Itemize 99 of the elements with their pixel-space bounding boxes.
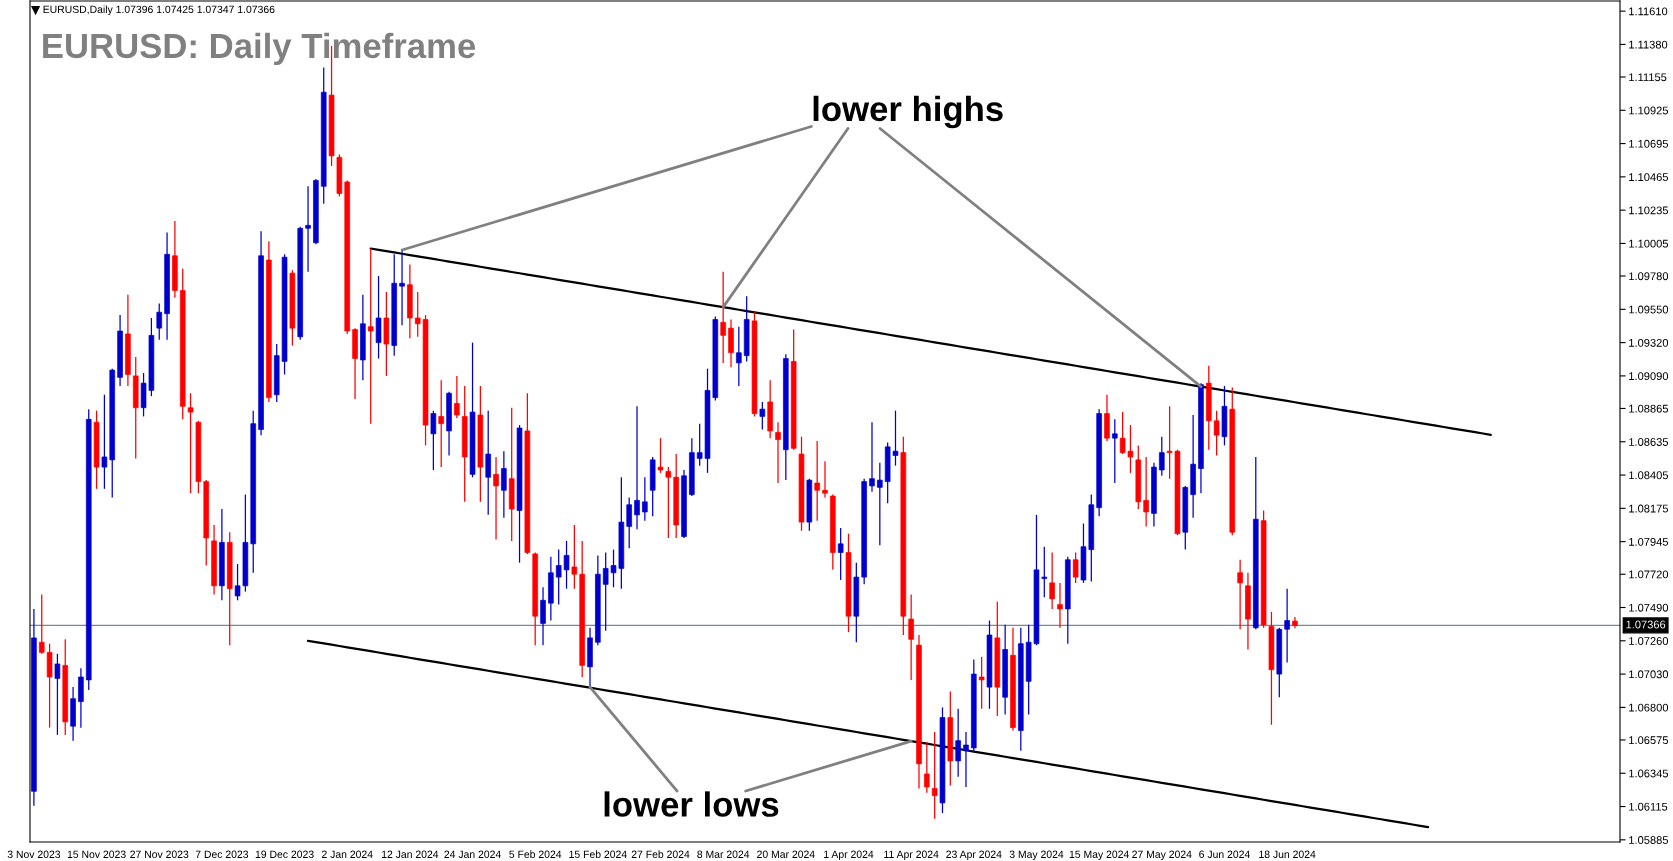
candlestick <box>1143 456 1149 528</box>
y-tick-label: 1.08865 <box>1629 404 1669 413</box>
line-series <box>369 247 1492 436</box>
x-tick-label: 1 Apr 2024 <box>824 850 874 861</box>
candlestick <box>775 421 781 484</box>
candlestick <box>540 586 546 646</box>
candlestick <box>955 708 961 778</box>
y-tick-label: 1.10005 <box>1629 239 1669 248</box>
y-tick-label: 1.08175 <box>1629 504 1669 513</box>
candlestick <box>430 410 437 471</box>
candlestick <box>931 731 938 820</box>
candlestick <box>759 401 766 431</box>
x-tick-label: 23 Apr 2024 <box>946 850 1002 861</box>
chart-subtitle: EURUSD,Daily 1.07396 1.07425 1.07347 1.07366 <box>43 5 275 16</box>
y-tick-label: 1.10235 <box>1629 206 1669 215</box>
y-tick-label: 1.07030 <box>1629 670 1669 679</box>
candlestick <box>1049 551 1055 610</box>
x-tick-label: 24 Jan 2024 <box>444 850 501 858</box>
candlestick <box>634 405 640 530</box>
x-tick-label: 27 Feb 2024 <box>631 850 690 858</box>
candlestick <box>877 462 883 546</box>
candlestick <box>1072 551 1079 584</box>
y-tick-label: 1.09320 <box>1629 338 1669 347</box>
y-tick-label: 1.10925 <box>1629 106 1669 115</box>
x-tick-label: 18 Jun 2024 <box>1259 850 1316 858</box>
candlestick <box>493 456 499 541</box>
candlestick <box>1112 418 1118 484</box>
line-series <box>306 639 1430 829</box>
candlestick <box>156 302 163 341</box>
candlestick <box>1284 588 1290 664</box>
x-tick-label: 3 Nov 2023 <box>7 850 61 858</box>
annotation: lower lows <box>604 791 779 817</box>
y-tick-label: 1.09090 <box>1629 372 1669 381</box>
x-tick-label: 7 Dec 2023 <box>195 850 249 858</box>
candlestick <box>822 460 828 499</box>
candlestick <box>305 185 311 273</box>
y-tick-label: 1.06800 <box>1629 703 1669 712</box>
x-tick-label: 3 May 2024 <box>1009 850 1064 861</box>
x-tick-label: 6 Jun 2024 <box>1199 850 1250 858</box>
y-tick-label: 1.07720 <box>1629 570 1669 579</box>
y-tick-label: 1.06115 <box>1629 802 1668 811</box>
y-tick-label: 1.09780 <box>1629 272 1669 281</box>
candlestick <box>978 656 985 710</box>
ref-line-label: 1.07366 <box>1626 620 1666 629</box>
y-tick-label: 1.07490 <box>1629 603 1669 612</box>
candlestick <box>367 247 374 425</box>
y-tick-label: 1.05885 <box>1629 836 1669 844</box>
y-tick-label: 1.11380 <box>1629 40 1668 49</box>
candlestick <box>454 375 460 419</box>
candlestick <box>963 731 969 788</box>
candlestick <box>1159 436 1165 477</box>
candlestick <box>501 450 507 519</box>
x-tick-label: 27 May 2024 <box>1132 850 1192 861</box>
candlestick <box>642 476 648 522</box>
y-tick-label: 1.06575 <box>1629 736 1669 745</box>
annotation: lower highs <box>813 95 1003 129</box>
x-tick-label: 5 Feb 2024 <box>509 850 562 858</box>
y-tick-label: 1.10695 <box>1629 139 1669 148</box>
y-tick-label: 1.11155 <box>1629 73 1667 82</box>
y-tick-label: 1.07945 <box>1629 537 1669 546</box>
x-tick-label: 15 Feb 2024 <box>569 850 627 858</box>
x-tick-label: 12 Jan 2024 <box>382 850 439 858</box>
candlestick <box>485 410 491 516</box>
y-tick-label: 1.06345 <box>1629 769 1669 778</box>
candlestick <box>38 593 45 655</box>
candlestick <box>924 741 930 794</box>
candlestick <box>720 271 726 364</box>
candlestick <box>438 379 444 468</box>
x-tick-label: 2 Jan 2024 <box>321 850 373 858</box>
y-tick-label: 1.08405 <box>1629 471 1669 480</box>
candlestick <box>869 421 875 493</box>
candlestick <box>1057 582 1063 629</box>
y-tick-label: 1.10465 <box>1629 173 1669 182</box>
text: EURUSD: Daily Timeframe <box>43 32 476 66</box>
x-tick-label: 15 Nov 2023 <box>67 850 126 858</box>
y-tick-label: 1.07260 <box>1629 637 1669 645</box>
candlestick <box>1237 559 1243 630</box>
candlestick <box>187 392 194 494</box>
candlestick <box>665 466 672 539</box>
y-tick-label: 1.08635 <box>1629 438 1669 446</box>
candlestick <box>571 524 578 590</box>
candlestick <box>736 326 742 387</box>
x-tick-label: 11 Apr 2024 <box>884 850 939 861</box>
x-tick-label: 15 May 2024 <box>1069 850 1129 861</box>
y-tick-label: 1.09550 <box>1629 305 1669 314</box>
x-tick-label: 27 Nov 2023 <box>130 850 189 858</box>
candlestick <box>101 394 108 490</box>
candlestick <box>908 593 914 681</box>
x-tick-label: 8 Mar 2024 <box>697 850 750 858</box>
y-tick-label: 1.11610 <box>1629 7 1668 16</box>
candlestick <box>837 527 844 581</box>
x-tick-label: 20 Mar 2024 <box>757 850 815 858</box>
x-tick-label: 19 Dec 2023 <box>255 850 314 858</box>
candlestick <box>657 437 664 474</box>
candlestick <box>1213 410 1220 457</box>
candlestick <box>54 653 61 736</box>
candlestick <box>626 496 632 549</box>
candlestick <box>814 440 820 522</box>
candlestick <box>399 249 405 326</box>
